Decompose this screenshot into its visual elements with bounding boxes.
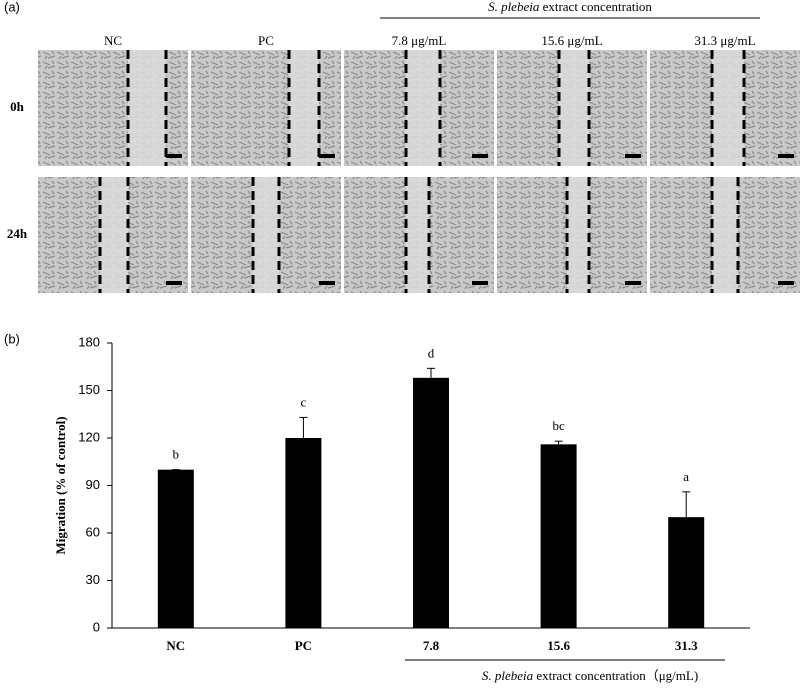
significance-letter: bc <box>552 418 565 433</box>
scale-bar <box>472 154 488 158</box>
column-label: 15.6 μg/mL <box>541 33 602 48</box>
y-tick-label: 90 <box>86 477 100 492</box>
x-tick-label: 15.6 <box>547 638 570 653</box>
x-tick-label: NC <box>166 638 185 653</box>
scale-bar <box>166 154 182 158</box>
x-label-italic: S. plebeia <box>482 668 534 683</box>
row-label: 0h <box>10 99 25 114</box>
bar <box>157 469 194 628</box>
scale-bar <box>625 281 641 285</box>
wound-gap <box>712 177 738 293</box>
y-axis-label: Migration (% of control) <box>53 416 68 554</box>
bar <box>540 444 577 628</box>
column-label: 7.8 μg/mL <box>392 33 447 48</box>
significance-letter: c <box>301 394 307 409</box>
row-label: 24h <box>7 226 28 241</box>
wound-gap <box>406 177 429 293</box>
header: S. plebeia extract concentration <box>488 0 652 14</box>
significance-letter: a <box>683 469 689 484</box>
column-label: PC <box>258 33 274 48</box>
significance-letter: d <box>428 345 435 360</box>
x-label-text: extract concentration（μg/mL) <box>536 668 698 683</box>
wound-gap <box>253 177 279 293</box>
significance-letter: b <box>173 447 180 462</box>
panel-label: (a) <box>4 0 20 14</box>
wound-gap <box>406 50 440 166</box>
header-text: extract concentration <box>543 0 653 14</box>
y-tick-label: 180 <box>78 334 100 349</box>
wound-gap <box>128 50 166 166</box>
scale-bar <box>319 281 335 285</box>
column-label: 31.3 μg/mL <box>694 33 755 48</box>
wound-gap <box>559 50 589 166</box>
x-tick-label: PC <box>295 638 312 653</box>
bar <box>668 517 705 628</box>
y-tick-label: 120 <box>78 429 100 444</box>
column-label: NC <box>104 33 122 48</box>
y-tick-label: 0 <box>93 619 100 634</box>
scale-bar <box>778 154 794 158</box>
scale-bar <box>166 281 182 285</box>
x-tick-label: 7.8 <box>423 638 440 653</box>
wound-gap <box>289 50 319 166</box>
panel-label: (b) <box>4 331 20 346</box>
y-tick-label: 30 <box>86 572 100 587</box>
scale-bar <box>625 154 641 158</box>
bar <box>285 438 322 628</box>
wound-gap <box>567 177 589 293</box>
scale-bar <box>319 154 335 158</box>
y-tick-label: 60 <box>86 524 100 539</box>
y-tick-label: 150 <box>78 382 100 397</box>
scale-bar <box>778 281 794 285</box>
x-tick-label: 31.3 <box>675 638 698 653</box>
x-axis-label: S. plebeia extract concentration（μg/mL) <box>482 668 698 683</box>
wound-gap <box>100 177 128 293</box>
scale-bar <box>472 281 488 285</box>
header-italic: S. plebeia <box>488 0 540 14</box>
wound-gap <box>712 50 744 166</box>
bar <box>413 377 449 628</box>
